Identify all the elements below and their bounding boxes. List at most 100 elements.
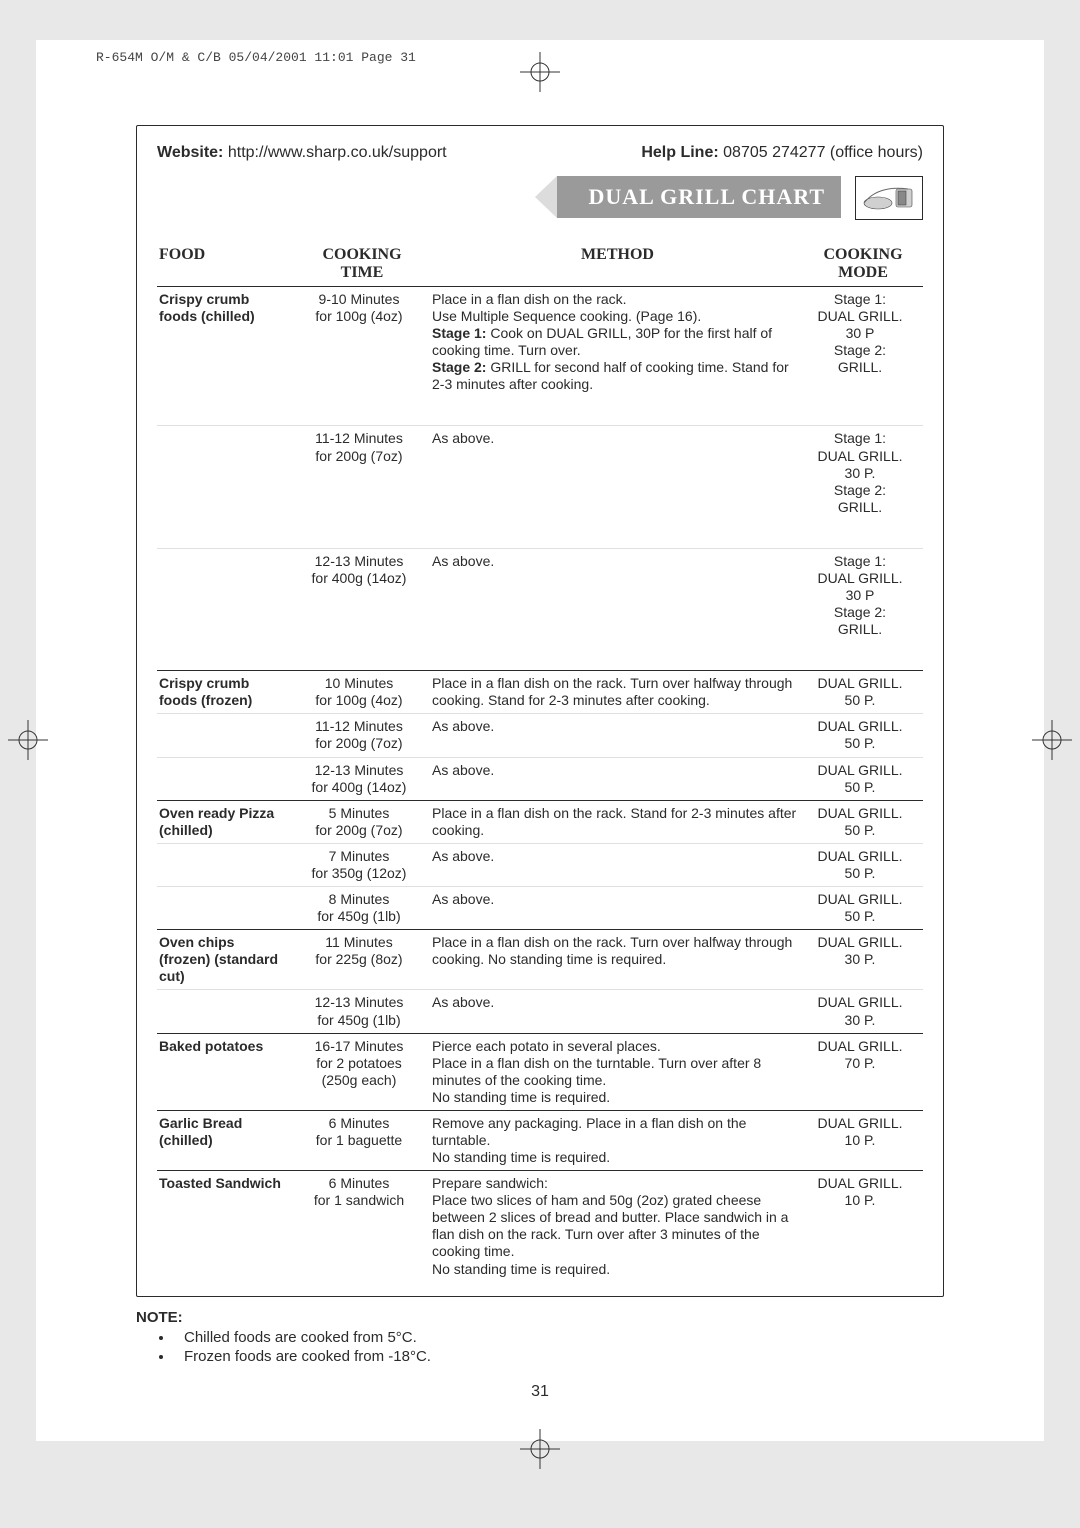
microwave-icon	[855, 176, 923, 220]
cell-mode: DUAL GRILL.10 P.	[803, 1115, 923, 1166]
table-spacer-row	[157, 642, 923, 670]
cell-method: Place in a flan dish on the rack. Turn o…	[432, 934, 803, 985]
cell-mode: Stage 1:DUAL GRILL.30 PStage 2:GRILL.	[803, 291, 923, 393]
cell-food	[157, 718, 292, 752]
table-row: 12-13 Minutesfor 450g (1lb)As above.DUAL…	[157, 989, 923, 1032]
cell-time: 6 Minutesfor 1 sandwich	[292, 1175, 432, 1277]
cell-mode: DUAL GRILL.50 P.	[803, 848, 923, 882]
cell-food: Oven ready Pizza (chilled)	[157, 805, 292, 839]
table-row: Oven chips (frozen) (standard cut)11 Min…	[157, 929, 923, 989]
table-row: Toasted Sandwich6 Minutesfor 1 sandwichP…	[157, 1170, 923, 1281]
cell-food: Crispy crumb foods (frozen)	[157, 675, 292, 709]
th-food: FOOD	[157, 246, 292, 282]
cell-mode: DUAL GRILL.50 P.	[803, 718, 923, 752]
cell-time: 10 Minutesfor 100g (4oz)	[292, 675, 432, 709]
table-row: Oven ready Pizza (chilled)5 Minutesfor 2…	[157, 800, 923, 843]
cell-mode: DUAL GRILL.30 P.	[803, 994, 923, 1028]
cell-food: Garlic Bread (chilled)	[157, 1115, 292, 1166]
cell-method: Place in a flan dish on the rack. Stand …	[432, 805, 803, 839]
cell-time: 11-12 Minutesfor 200g (7oz)	[292, 718, 432, 752]
cell-mode: Stage 1:DUAL GRILL.30 P.Stage 2:GRILL.	[803, 430, 923, 515]
title-bar: DUAL GRILL CHART	[157, 176, 923, 222]
cell-method: As above.	[432, 762, 803, 796]
table-spacer-row	[157, 520, 923, 548]
table-spacer-row	[157, 397, 923, 425]
helpline-block: Help Line: 08705 274277 (office hours)	[641, 144, 923, 162]
cell-food	[157, 430, 292, 515]
table-row: 12-13 Minutesfor 400g (14oz)As above.Sta…	[157, 548, 923, 642]
table-row: Crispy crumb foods (frozen)10 Minutesfor…	[157, 670, 923, 713]
note-item: Chilled foods are cooked from 5°C.	[174, 1329, 944, 1348]
cell-food: Toasted Sandwich	[157, 1175, 292, 1277]
cell-mode: DUAL GRILL.70 P.	[803, 1038, 923, 1106]
website-label: Website:	[157, 144, 223, 161]
notes-title: NOTE:	[136, 1309, 944, 1328]
table-row: 12-13 Minutesfor 400g (14oz)As above.DUA…	[157, 757, 923, 800]
cell-method: As above.	[432, 848, 803, 882]
cell-food: Oven chips (frozen) (standard cut)	[157, 934, 292, 985]
cell-mode: DUAL GRILL.30 P.	[803, 934, 923, 985]
note-item: Frozen foods are cooked from -18°C.	[174, 1348, 944, 1367]
cell-mode: DUAL GRILL.10 P.	[803, 1175, 923, 1277]
cell-food: Baked potatoes	[157, 1038, 292, 1106]
table-row: Baked potatoes16-17 Minutesfor 2 potatoe…	[157, 1033, 923, 1110]
top-info-line: Website: http://www.sharp.co.uk/support …	[157, 144, 923, 162]
cell-method: As above.	[432, 891, 803, 925]
helpline-label: Help Line:	[641, 144, 718, 161]
cell-mode: DUAL GRILL.50 P.	[803, 675, 923, 709]
cell-method: As above.	[432, 718, 803, 752]
notes-block: NOTE: Chilled foods are cooked from 5°C.…	[136, 1309, 944, 1367]
cell-food	[157, 994, 292, 1028]
content-frame: Website: http://www.sharp.co.uk/support …	[136, 125, 944, 1297]
cell-method: Remove any packaging. Place in a flan di…	[432, 1115, 803, 1166]
cell-method: Prepare sandwich:Place two slices of ham…	[432, 1175, 803, 1277]
cell-mode: DUAL GRILL.50 P.	[803, 891, 923, 925]
crop-mark-right	[1032, 720, 1072, 760]
table-header: FOOD COOKINGTIME METHOD COOKINGMODE	[157, 242, 923, 287]
cell-time: 12-13 Minutesfor 400g (14oz)	[292, 762, 432, 796]
notes-list: Chilled foods are cooked from 5°C.Frozen…	[146, 1329, 944, 1367]
cell-method: As above.	[432, 994, 803, 1028]
table-row: 11-12 Minutesfor 200g (7oz)As above.DUAL…	[157, 713, 923, 756]
banner-title: DUAL GRILL CHART	[557, 176, 842, 218]
cell-time: 8 Minutesfor 450g (1lb)	[292, 891, 432, 925]
table-row: 8 Minutesfor 450g (1lb)As above.DUAL GRI…	[157, 886, 923, 929]
cell-time: 12-13 Minutesfor 400g (14oz)	[292, 553, 432, 638]
th-method: METHOD	[432, 246, 803, 282]
cell-method: Place in a flan dish on the rack. Turn o…	[432, 675, 803, 709]
cell-food: Crispy crumb foods (chilled)	[157, 291, 292, 393]
crop-mark-bottom	[520, 1429, 560, 1469]
cell-food	[157, 762, 292, 796]
cell-mode: DUAL GRILL.50 P.	[803, 805, 923, 839]
cell-time: 7 Minutesfor 350g (12oz)	[292, 848, 432, 882]
website-value: http://www.sharp.co.uk/support	[228, 144, 447, 161]
cell-time: 6 Minutesfor 1 baguette	[292, 1115, 432, 1166]
cell-time: 9-10 Minutesfor 100g (4oz)	[292, 291, 432, 393]
th-mode: COOKINGMODE	[803, 246, 923, 282]
table-row: 7 Minutesfor 350g (12oz)As above.DUAL GR…	[157, 843, 923, 886]
cell-time: 11 Minutesfor 225g (8oz)	[292, 934, 432, 985]
helpline-value: 08705 274277 (office hours)	[723, 144, 923, 161]
cell-mode: DUAL GRILL.50 P.	[803, 762, 923, 796]
crop-mark-left	[8, 720, 48, 760]
cell-time: 5 Minutesfor 200g (7oz)	[292, 805, 432, 839]
cell-time: 11-12 Minutesfor 200g (7oz)	[292, 430, 432, 515]
cell-time: 16-17 Minutesfor 2 potatoes(250g each)	[292, 1038, 432, 1106]
th-time: COOKINGTIME	[292, 246, 432, 282]
cell-food	[157, 848, 292, 882]
page-number: 31	[36, 1383, 1044, 1401]
cell-food	[157, 553, 292, 638]
cell-method: As above.	[432, 553, 803, 638]
page: R-654M O/M & C/B 05/04/2001 11:01 Page 3…	[36, 40, 1044, 1441]
table-body: Crispy crumb foods (chilled)9-10 Minutes…	[157, 287, 923, 1282]
cell-method: Place in a flan dish on the rack.Use Mul…	[432, 291, 803, 393]
cell-time: 12-13 Minutesfor 450g (1lb)	[292, 994, 432, 1028]
cell-mode: Stage 1:DUAL GRILL.30 PStage 2:GRILL.	[803, 553, 923, 638]
cell-method: As above.	[432, 430, 803, 515]
website-block: Website: http://www.sharp.co.uk/support	[157, 144, 447, 162]
cell-method: Pierce each potato in several places.Pla…	[432, 1038, 803, 1106]
crop-mark-top	[520, 52, 560, 92]
table-row: 11-12 Minutesfor 200g (7oz)As above.Stag…	[157, 425, 923, 519]
table-row: Garlic Bread (chilled)6 Minutesfor 1 bag…	[157, 1110, 923, 1170]
cell-food	[157, 891, 292, 925]
